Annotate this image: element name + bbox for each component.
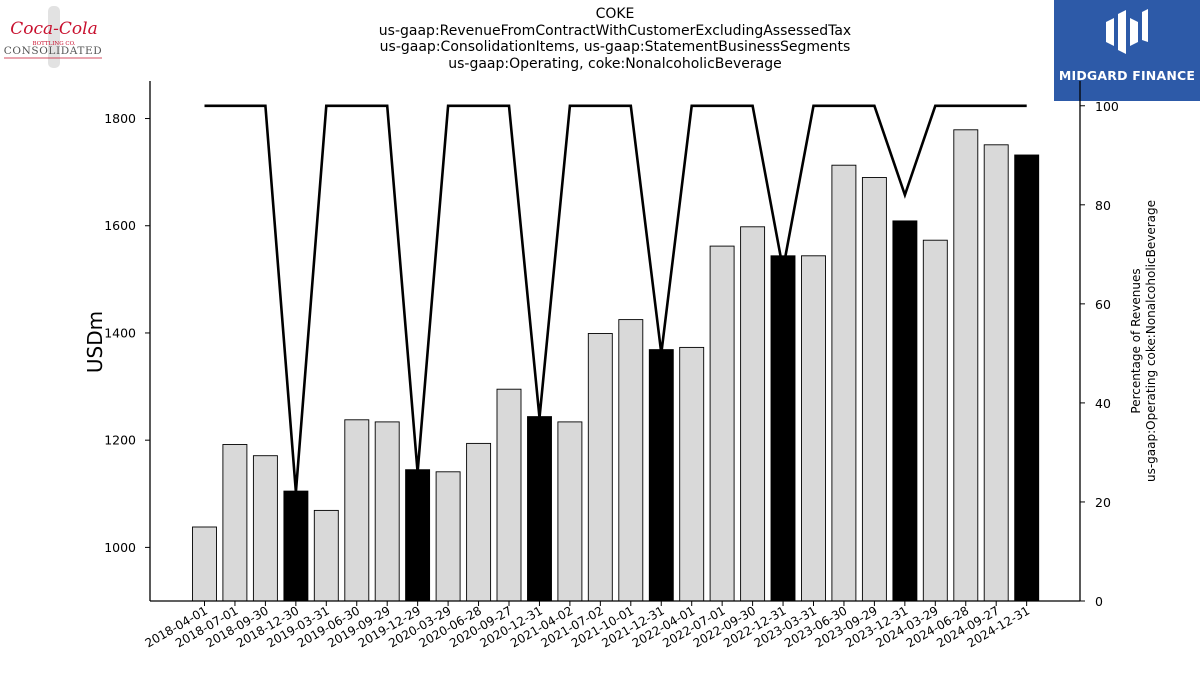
bar-2019-12-29 (405, 469, 431, 602)
y-tick-label: 1200 (104, 433, 136, 448)
y2-tick-label: 0 (1095, 594, 1103, 609)
midgard-finance-logo: MIDGARD FINANCE (1054, 0, 1200, 101)
bar-2023-06-30 (831, 164, 857, 602)
bar-2018-07-01 (222, 444, 248, 602)
bar-2022-04-01 (679, 346, 705, 602)
y-tick-label: 1800 (104, 111, 136, 126)
right-axis-ticks: 0 20 40 60 80 100 (1080, 99, 1119, 609)
logo-script: Coca-Cola (10, 19, 97, 39)
chart-subtitle-1: us-gaap:RevenueFromContractWithCustomerE… (378, 22, 852, 39)
bar-2023-12-31 (892, 220, 918, 602)
chart-title: COKE (595, 6, 635, 22)
bar-2018-04-01 (192, 526, 217, 602)
bar-2019-06-30 (344, 419, 370, 602)
coca-cola-consolidated-logo: Coca-Cola BOTTLING CO. CONSOLIDATED (2, 4, 106, 70)
midgard-emblem-icon (1106, 9, 1148, 54)
bar-2022-12-31 (770, 255, 796, 602)
bar-2020-12-31 (527, 416, 552, 602)
bar-2021-04-02 (557, 421, 583, 602)
bar-2024-06-28 (953, 129, 979, 602)
bar-2022-07-01 (709, 245, 735, 602)
y2-tick-label: 40 (1095, 396, 1111, 411)
bar-2021-12-31 (648, 349, 674, 602)
x-axis-ticks: 2018-04-012018-07-012018-09-302018-12-30… (143, 601, 1032, 650)
chart-title-block: COKE us-gaap:RevenueFromContractWithCust… (215, 6, 1015, 72)
y-tick-label: 1000 (104, 540, 136, 555)
percentage-line (204, 104, 1027, 493)
bar-2021-07-02 (587, 333, 613, 602)
y2-axis-title-line1: Percentage of Revenues (1129, 268, 1143, 413)
bar-2019-03-31 (313, 509, 339, 602)
bar-2019-09-29 (374, 421, 400, 602)
logo-word: CONSOLIDATED (4, 45, 102, 57)
bar-2018-09-30 (252, 455, 278, 602)
bar-2024-03-29 (922, 239, 948, 602)
y2-tick-label: 100 (1095, 99, 1119, 114)
bars-group (192, 129, 1040, 602)
axes-group (149, 81, 1081, 602)
bar-2023-03-31 (801, 255, 826, 602)
y2-tick-label: 80 (1095, 198, 1111, 213)
percentage-line-group (204, 104, 1027, 493)
bar-2024-12-31 (1014, 154, 1040, 602)
bar-2021-10-01 (618, 319, 644, 602)
bar-2024-09-27 (983, 144, 1009, 602)
bar-2023-09-29 (861, 177, 887, 602)
bar-2018-12-30 (283, 490, 309, 602)
chart-subtitle-3: us-gaap:Operating, coke:NonalcoholicBeve… (448, 55, 782, 72)
y-tick-label: 1600 (104, 218, 136, 233)
bar-2022-09-30 (740, 226, 766, 602)
y-tick-label: 1400 (104, 325, 136, 340)
left-axis-ticks: 1000 1200 1400 1600 1800 (104, 111, 150, 555)
y2-tick-label: 20 (1095, 495, 1111, 510)
midgard-finance-brand: MIDGARD FINANCE (1058, 68, 1196, 83)
logo-sub: BOTTLING CO. (32, 41, 75, 47)
bar-2020-06-28 (466, 442, 492, 602)
chart-subtitle-2: us-gaap:ConsolidationItems, us-gaap:Stat… (379, 39, 851, 55)
bar-2020-09-27 (496, 388, 522, 602)
y-axis-title: USDm (83, 311, 107, 373)
bar-2020-03-29 (435, 471, 461, 602)
y2-axis-title-line2: us-gaap:Operating coke:NonalcoholicBever… (1144, 200, 1158, 482)
y2-tick-label: 60 (1095, 297, 1111, 312)
